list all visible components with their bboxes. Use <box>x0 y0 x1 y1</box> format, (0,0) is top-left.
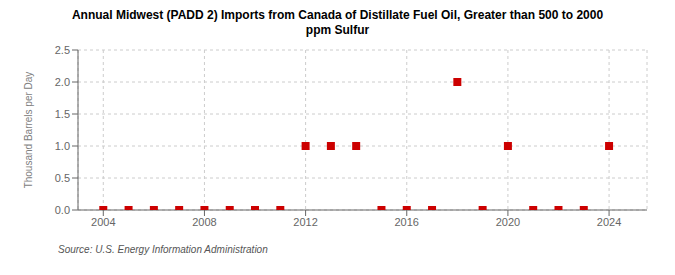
html-text:ppm Sulfur: ppm Sulfur <box>305 23 370 37</box>
svg-text:2012: 2012 <box>293 216 317 228</box>
svg-text:2.0: 2.0 <box>55 76 70 88</box>
svg-text:2008: 2008 <box>192 216 216 228</box>
svg-text:2004: 2004 <box>91 216 115 228</box>
svg-text:Thousand Barrels per Day: Thousand Barrels per Day <box>23 72 34 189</box>
svg-text:0.0: 0.0 <box>55 204 70 216</box>
html-text:Annual Midwest (PADD 2) Import: Annual Midwest (PADD 2) Imports from Can… <box>71 8 604 22</box>
svg-text:1.5: 1.5 <box>55 108 70 120</box>
svg-text:2024: 2024 <box>597 216 621 228</box>
svg-text:1.0: 1.0 <box>55 140 70 152</box>
svg-text:2020: 2020 <box>496 216 520 228</box>
html-text:Source: U.S. Energy Informatio: Source: U.S. Energy Information Administ… <box>58 244 268 255</box>
svg-text:2016: 2016 <box>395 216 419 228</box>
svg-text:2.5: 2.5 <box>55 44 70 56</box>
svg-text:0.5: 0.5 <box>55 172 70 184</box>
